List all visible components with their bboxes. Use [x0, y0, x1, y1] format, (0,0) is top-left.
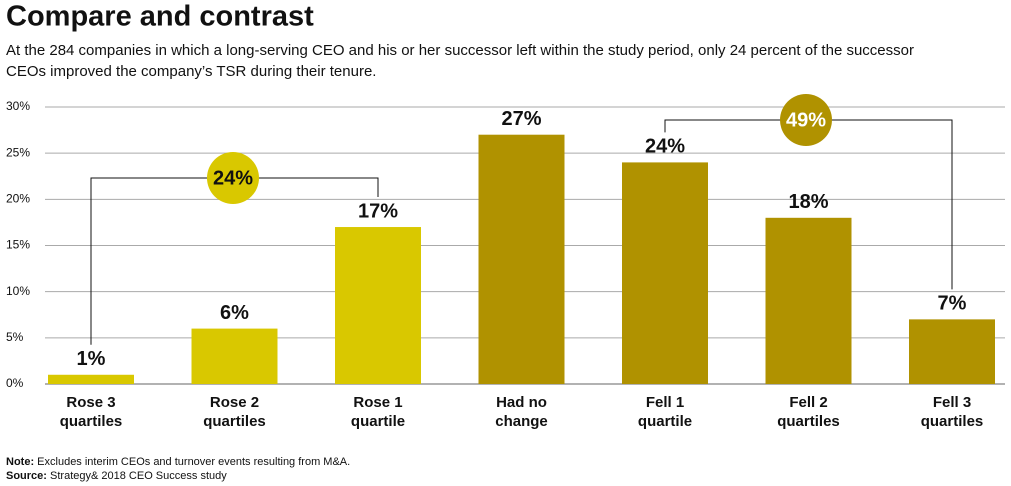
- x-tick-label: quartiles: [921, 413, 984, 430]
- x-tick-label: Fell 2: [789, 394, 827, 411]
- bar: [622, 162, 708, 384]
- x-tick-label: Fell 3: [933, 394, 971, 411]
- annotation-text: 24%: [213, 167, 253, 189]
- x-tick-label: quartile: [638, 413, 692, 430]
- x-tick-label: quartile: [351, 413, 405, 430]
- value-label: 6%: [220, 302, 249, 324]
- bar: [478, 134, 565, 384]
- source: Source: Strategy& 2018 CEO Success study: [6, 470, 227, 482]
- chart-title: Compare and contrast: [6, 1, 314, 33]
- y-tick-label: 30%: [6, 99, 30, 113]
- bar: [335, 227, 421, 384]
- x-tick-label: Rose 2: [210, 394, 259, 411]
- bar: [909, 319, 995, 384]
- annotation-badge: [780, 94, 832, 146]
- value-label: 24%: [645, 136, 685, 158]
- bar: [191, 328, 278, 384]
- y-tick-label: 25%: [6, 145, 30, 159]
- note: Note: Excludes interim CEOs and turnover…: [6, 456, 350, 468]
- bar: [765, 217, 852, 384]
- source-text: Strategy& 2018 CEO Success study: [50, 470, 227, 482]
- x-tick-label: Had no: [496, 394, 547, 411]
- y-tick-label: 15%: [6, 238, 30, 252]
- y-tick-label: 0%: [6, 376, 24, 390]
- value-label: 7%: [938, 293, 967, 315]
- x-tick-label: quartiles: [203, 413, 266, 430]
- subtitle: CEOs improved the company’s TSR during t…: [6, 63, 376, 80]
- source-label: Source:: [6, 470, 47, 482]
- note-text: Excludes interim CEOs and turnover event…: [37, 456, 350, 468]
- x-tick-label: quartiles: [60, 413, 123, 430]
- annotation-badge: [207, 152, 259, 204]
- bar: [48, 374, 134, 384]
- value-label: 1%: [77, 348, 106, 370]
- x-tick-label: Fell 1: [646, 394, 684, 411]
- note-label: Note:: [6, 456, 34, 468]
- y-tick-label: 20%: [6, 192, 30, 206]
- x-tick-label: Rose 1: [353, 394, 402, 411]
- y-tick-label: 5%: [6, 330, 24, 344]
- x-tick-label: change: [495, 413, 548, 430]
- x-tick-label: quartiles: [777, 413, 840, 430]
- annotation-text: 49%: [786, 109, 826, 131]
- x-tick-label: Rose 3: [66, 394, 115, 411]
- value-label: 18%: [788, 191, 828, 213]
- subtitle: At the 284 companies in which a long-ser…: [6, 42, 914, 59]
- value-label: 27%: [501, 108, 541, 130]
- y-tick-label: 10%: [6, 284, 30, 298]
- value-label: 17%: [358, 200, 398, 222]
